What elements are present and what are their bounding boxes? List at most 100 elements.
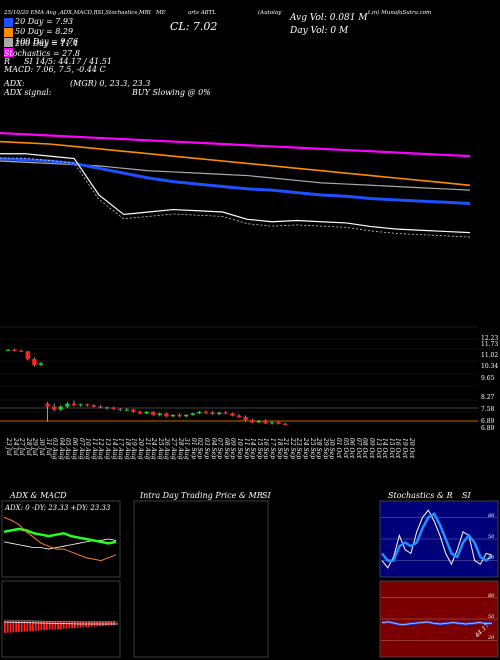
legend-label-20: 20 Day = 7.93 — [15, 17, 74, 26]
header-org: (Autolay — [258, 10, 282, 16]
macd-panel-frame — [1, 580, 121, 658]
candle-body — [131, 409, 136, 412]
candle-body — [71, 403, 77, 406]
candle-body — [19, 350, 24, 352]
candle-body — [58, 406, 63, 410]
intraday-panel-title: Intra Day Trading Price & MR — [140, 491, 263, 500]
candle-body — [190, 413, 195, 415]
candle-body — [250, 420, 255, 423]
candle-body — [203, 411, 209, 413]
header-chart-suffix: arts ABTL — [188, 10, 217, 16]
stoch-line — [381, 509, 493, 569]
candle-body — [230, 413, 235, 416]
signal-value: BUY Slowing @ 0% — [132, 88, 211, 97]
candle-body — [85, 404, 90, 406]
legend-swatch-50 — [4, 28, 13, 37]
indicator-tick-label: 80 — [488, 593, 495, 599]
candle-body — [25, 351, 30, 359]
candle-body — [276, 422, 281, 424]
macd-bar — [26, 621, 29, 632]
macd-bar — [18, 621, 20, 632]
macd-bar — [6, 621, 9, 633]
candle-body — [269, 422, 275, 424]
macd-bar — [102, 621, 104, 626]
candle-body — [217, 412, 222, 415]
macd-bar — [48, 621, 51, 630]
adx-value: (MGR) 0, 23.3, 23.3 — [70, 79, 151, 88]
macd-line — [3, 621, 118, 625]
price-tick-label: 10.34 — [481, 363, 499, 370]
legend-swatch-100 — [4, 38, 13, 47]
header-site: t.in) MunafaSutra.com — [368, 10, 432, 16]
macd-bar — [23, 621, 26, 632]
candle-body — [137, 411, 143, 414]
indicator-tick-label: 50 — [488, 534, 495, 540]
macd-label: MACD: 7.06, 7.5, -0.44 C — [4, 65, 106, 74]
adx-panel-frame — [1, 500, 121, 578]
header-title: 25/10/20 EMA Avg ,ADX,MACD,RSI,Stochasti… — [4, 10, 151, 16]
legend-label-200: 200 Day = 11.4 — [15, 39, 79, 48]
candle-body — [78, 404, 83, 406]
macd-bar — [15, 621, 17, 633]
macd-bar — [46, 621, 48, 630]
macd-bar — [107, 621, 110, 626]
indicator-tick-label: 80 — [488, 513, 495, 519]
macd-bar — [113, 621, 115, 626]
candle-body — [111, 407, 116, 409]
rsi-line-overlay — [381, 621, 493, 626]
close-price-label: CL: 7.02 — [170, 20, 218, 33]
legend-swatch-20 — [4, 18, 13, 27]
stochastics-label: Stochastics = 27.8 — [4, 49, 80, 58]
adx-line — [3, 516, 117, 562]
stoch-line — [381, 512, 493, 563]
legend-swatch-200 — [4, 48, 13, 57]
candle-body — [104, 407, 110, 409]
candle-body — [184, 414, 189, 417]
candle-body — [38, 363, 44, 365]
macd-bar — [57, 621, 59, 630]
candle-body — [5, 349, 11, 351]
candle-body — [12, 349, 17, 351]
macd-bar — [34, 621, 37, 631]
macd-bar — [20, 621, 23, 632]
intraday-panel-frame — [133, 500, 269, 658]
macd-bar — [71, 621, 73, 629]
adx-signal-label: ADX signal: — [4, 88, 52, 97]
candle-body — [210, 412, 215, 415]
candle-body — [45, 403, 50, 407]
indicator-tick-label: 20 — [488, 635, 495, 641]
candle-body — [118, 408, 123, 410]
price-tick-label: 11.73 — [481, 341, 499, 348]
ema-chart — [0, 131, 471, 238]
stoch-panel-si: SI — [462, 491, 471, 500]
macd-bar — [65, 621, 68, 629]
day-volume-label: Day Vol: 0 M — [290, 26, 349, 36]
indicator-tick-label: 20 — [488, 555, 495, 561]
candle-body — [170, 414, 176, 417]
macd-bar — [51, 621, 54, 630]
macd-bar — [37, 621, 40, 631]
intraday-panel-si: SI — [262, 491, 271, 500]
macd-bar — [32, 621, 34, 631]
candle-body — [65, 403, 70, 407]
candle-body — [236, 415, 242, 418]
candle-body — [98, 406, 103, 409]
candle-body — [32, 358, 37, 365]
adx-line — [3, 527, 117, 545]
price-tick-label: 9.65 — [481, 375, 495, 382]
macd-bar — [9, 621, 12, 633]
price-tick-label: 6.89 — [481, 418, 495, 425]
macd-bar — [68, 621, 71, 629]
legend-label-50: 50 Day = 8.29 — [15, 27, 74, 36]
candle-body — [157, 413, 162, 415]
candle-body — [164, 413, 169, 417]
candle-body — [263, 420, 268, 424]
indicator-tick-label: 50 — [488, 614, 495, 620]
macd-bar — [40, 621, 43, 631]
macd-bar — [12, 621, 15, 633]
candlestick-chart — [0, 326, 478, 426]
ema-line-50-day — [0, 140, 471, 187]
adx-panel-title: ADX & MACD — [10, 491, 67, 500]
